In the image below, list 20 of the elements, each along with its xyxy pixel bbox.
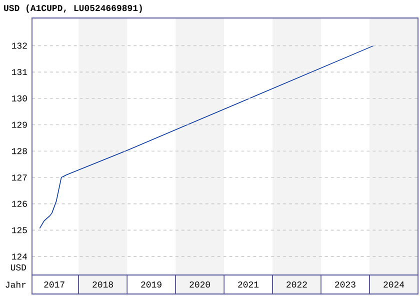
y-axis-title: USD	[10, 264, 26, 270]
x-tick-label: 2023	[335, 281, 356, 288]
y-tick-label: 127	[12, 174, 27, 180]
x-tick-label: 2018	[92, 281, 113, 288]
y-tick-label: 130	[12, 95, 27, 102]
x-tick-label: 2024	[384, 281, 404, 288]
y-tick-label: 131	[12, 68, 28, 76]
y-tick-label: 126	[12, 200, 27, 207]
chart-title: USD (A1CUPD, LU0524669891)	[4, 4, 142, 13]
y-tick-label: 124	[12, 254, 28, 260]
x-tick-label: 2017	[44, 281, 64, 288]
x-axis-title: Jahr	[6, 281, 26, 288]
x-tick-label: 2021	[238, 281, 259, 288]
y-tick-label: 128	[12, 148, 27, 154]
y-tick-label: 132	[12, 42, 27, 49]
x-tick-label: 2019	[141, 281, 162, 288]
x-tick-label: 2022	[286, 281, 307, 288]
y-tick-label: 129	[12, 122, 27, 128]
x-tick-label: 2020	[190, 281, 210, 288]
y-tick-label: 125	[12, 227, 27, 234]
